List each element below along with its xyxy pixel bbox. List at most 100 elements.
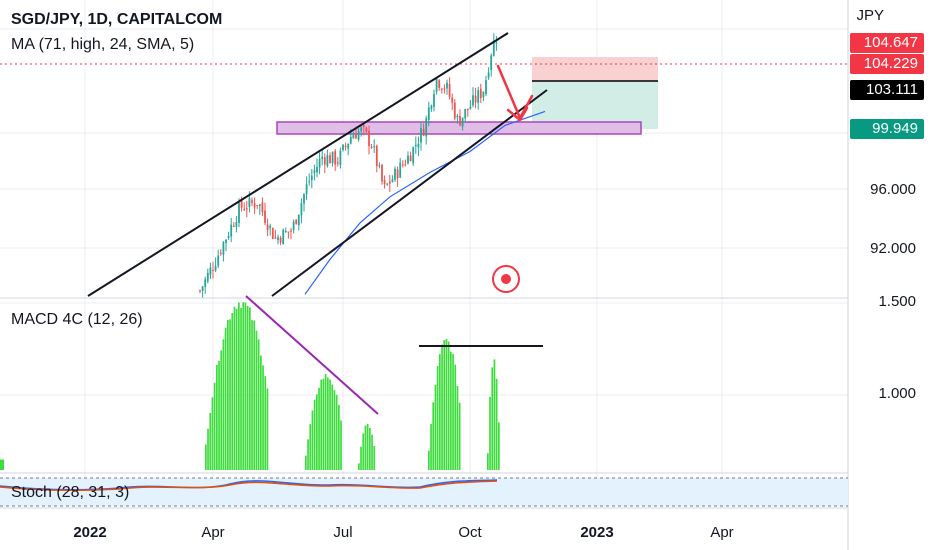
macd-bar (366, 423, 369, 470)
macd-bar (458, 402, 461, 470)
candle-body (266, 224, 269, 231)
macd-bar (450, 351, 452, 470)
channel-upper-line (87, 32, 509, 297)
candle-body (365, 127, 368, 132)
macd-bar (434, 384, 437, 470)
time-label-apr-2023: Apr (710, 524, 734, 541)
macd-bar (369, 427, 371, 470)
macd-bar (251, 320, 253, 470)
macd-bar (222, 339, 225, 470)
candle-body (300, 203, 303, 216)
candle-body (427, 107, 430, 121)
candle-body (492, 40, 495, 56)
macd-bar (218, 360, 220, 470)
macd-bar (428, 450, 430, 470)
macd-bar (360, 446, 362, 470)
candle-body (305, 184, 308, 195)
macd-bar (447, 341, 450, 470)
candle-body (212, 269, 214, 271)
candle-body (394, 168, 396, 180)
ma-legend: MA (71, high, 24, SMA, 5) (11, 36, 195, 53)
candle-body (258, 204, 261, 207)
macd-bar (491, 367, 494, 470)
candle-body (381, 164, 383, 182)
macd-bar (253, 320, 256, 470)
macd-bar (238, 302, 240, 470)
candle-body (417, 143, 420, 148)
macd-bar (320, 379, 323, 470)
macd-trendline (245, 295, 379, 415)
candle-body (303, 194, 305, 204)
price-tag-target: 99.949 (850, 119, 924, 139)
candle-body (472, 95, 474, 106)
candle-body (474, 95, 477, 103)
macd-bar (452, 353, 454, 470)
candle-body (355, 133, 357, 139)
macd-bar (313, 399, 316, 470)
candle-body (264, 210, 266, 223)
symbol-title: SGD/JPY, 1D, CAPITALCOM (11, 11, 223, 28)
macd-bar (207, 428, 209, 470)
macd-bar (233, 306, 236, 470)
candle-body (490, 55, 493, 71)
candle-body (310, 175, 313, 181)
time-label-oct: Oct (458, 524, 482, 541)
macd-bar (246, 305, 249, 470)
macd-bar (498, 422, 500, 470)
candle-body (199, 290, 201, 292)
candle-body (321, 156, 324, 160)
macd-bar (213, 382, 216, 470)
candle-body (318, 158, 321, 168)
macd-bar (211, 397, 214, 470)
macd-bar (322, 378, 325, 470)
candle-body (378, 165, 381, 167)
candle-body (334, 150, 337, 165)
macd-bar (327, 377, 329, 470)
candle-body (482, 91, 485, 98)
forecast-arrow (496, 64, 534, 122)
candle-body (396, 169, 399, 179)
candle-body (414, 144, 417, 147)
candle-body (443, 88, 446, 90)
candle-body (409, 155, 412, 162)
macd-bar (338, 404, 340, 470)
candle-body (477, 90, 480, 103)
time-label-2023: 2023 (580, 524, 614, 541)
time-label-2022: 2022 (73, 524, 107, 541)
macd-bar (229, 319, 231, 470)
candle-body (295, 219, 298, 225)
candle-body (344, 145, 347, 147)
candle-body (225, 239, 227, 244)
macd-bar (307, 439, 309, 470)
stop-loss-zone (532, 57, 658, 81)
grid-lines (0, 0, 848, 508)
candle-body (235, 222, 238, 227)
candle-body (422, 128, 425, 136)
candle-body (297, 214, 300, 226)
macd-bar (260, 355, 262, 470)
candle-body (290, 230, 292, 232)
candle-body (238, 202, 240, 223)
macd-bar (0, 459, 4, 470)
candle-body (342, 144, 344, 151)
channel-lower-line (271, 89, 548, 297)
candle-body (357, 131, 360, 140)
macd-bar (249, 307, 251, 470)
candle-body (292, 221, 295, 231)
macd-bar (262, 365, 264, 470)
candle-body (284, 231, 287, 233)
candle-body (279, 237, 282, 243)
macd-bar (242, 302, 245, 470)
support-zone (276, 121, 642, 135)
macd-bar (373, 445, 376, 470)
candle-body (485, 80, 487, 95)
candle-body (362, 124, 365, 128)
candle-body (277, 237, 279, 241)
macd-bar (305, 455, 307, 470)
candle-body (430, 105, 433, 109)
candle-body (391, 179, 394, 182)
replay-record-icon[interactable] (492, 265, 520, 293)
candle-body (222, 242, 225, 255)
candle-body (232, 226, 235, 228)
